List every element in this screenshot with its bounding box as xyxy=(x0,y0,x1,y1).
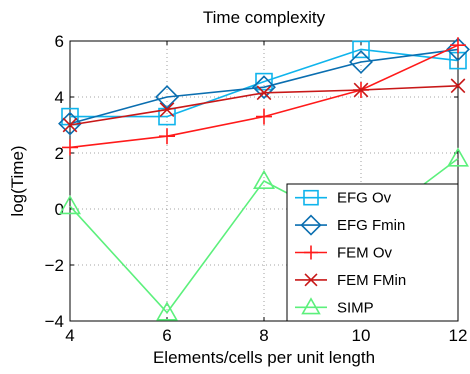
series-line xyxy=(70,48,459,118)
legend: EFG Ov EFG Fmin FEM Ov FEM FMin SIMP xyxy=(286,183,459,322)
data-point xyxy=(159,102,175,117)
series-fem-fmin xyxy=(62,78,466,133)
data-point xyxy=(58,111,82,136)
legend-item-efg-fmin: EFG Fmin xyxy=(295,214,405,236)
y-tick-label: 4 xyxy=(55,88,64,107)
series-line xyxy=(69,44,459,149)
y-tick-label: −4 xyxy=(45,312,64,331)
data-point xyxy=(159,128,175,145)
y-axis-label: log(Time) xyxy=(8,145,27,216)
y-tick-label: 0 xyxy=(55,200,64,219)
data-point xyxy=(252,75,276,100)
data-point xyxy=(349,50,373,74)
x-tick-label: 12 xyxy=(449,326,468,345)
data-point xyxy=(156,301,178,321)
legend-label: SIMP xyxy=(337,299,374,316)
legend-item-efg-ov: EFG Ov xyxy=(295,190,392,207)
legend-marker xyxy=(304,245,318,260)
data-point xyxy=(155,85,179,109)
legend-marker xyxy=(301,297,321,315)
series-fem-ov xyxy=(62,37,466,156)
legend-marker xyxy=(304,273,318,287)
legend-marker xyxy=(300,214,322,236)
legend-item-fem-ov: FEM Ov xyxy=(295,245,392,262)
data-point xyxy=(59,194,81,215)
data-point xyxy=(255,72,273,91)
data-point xyxy=(253,169,275,189)
legend-label: FEM FMin xyxy=(337,272,406,289)
legend-label: EFG Fmin xyxy=(337,217,405,234)
x-axis-label: Elements/cells per unit length xyxy=(153,348,375,367)
legend-item-simp: SIMP xyxy=(295,297,374,316)
x-tick-label: 6 xyxy=(162,326,171,345)
y-tick-label: 2 xyxy=(55,144,64,163)
data-point xyxy=(352,40,370,59)
data-point xyxy=(256,108,272,125)
data-point xyxy=(450,37,466,54)
y-tick-label: −2 xyxy=(45,256,64,275)
legend-marker xyxy=(303,189,319,206)
series-line xyxy=(69,48,459,125)
data-point xyxy=(256,85,272,101)
data-point xyxy=(62,117,78,133)
data-point xyxy=(62,139,78,156)
x-tick-label: 4 xyxy=(65,326,74,345)
x-tick-label: 10 xyxy=(352,326,371,345)
legend-item-fem-fmin: FEM FMin xyxy=(295,272,406,289)
legend-label: EFG Ov xyxy=(337,190,392,207)
x-tick-label: 8 xyxy=(259,326,268,345)
y-tick-label: 6 xyxy=(55,32,64,51)
data-point xyxy=(353,82,369,98)
data-point xyxy=(447,147,469,167)
legend-label: FEM Ov xyxy=(337,245,392,262)
data-point xyxy=(450,78,466,94)
chart-title: Time complexity xyxy=(203,8,326,27)
